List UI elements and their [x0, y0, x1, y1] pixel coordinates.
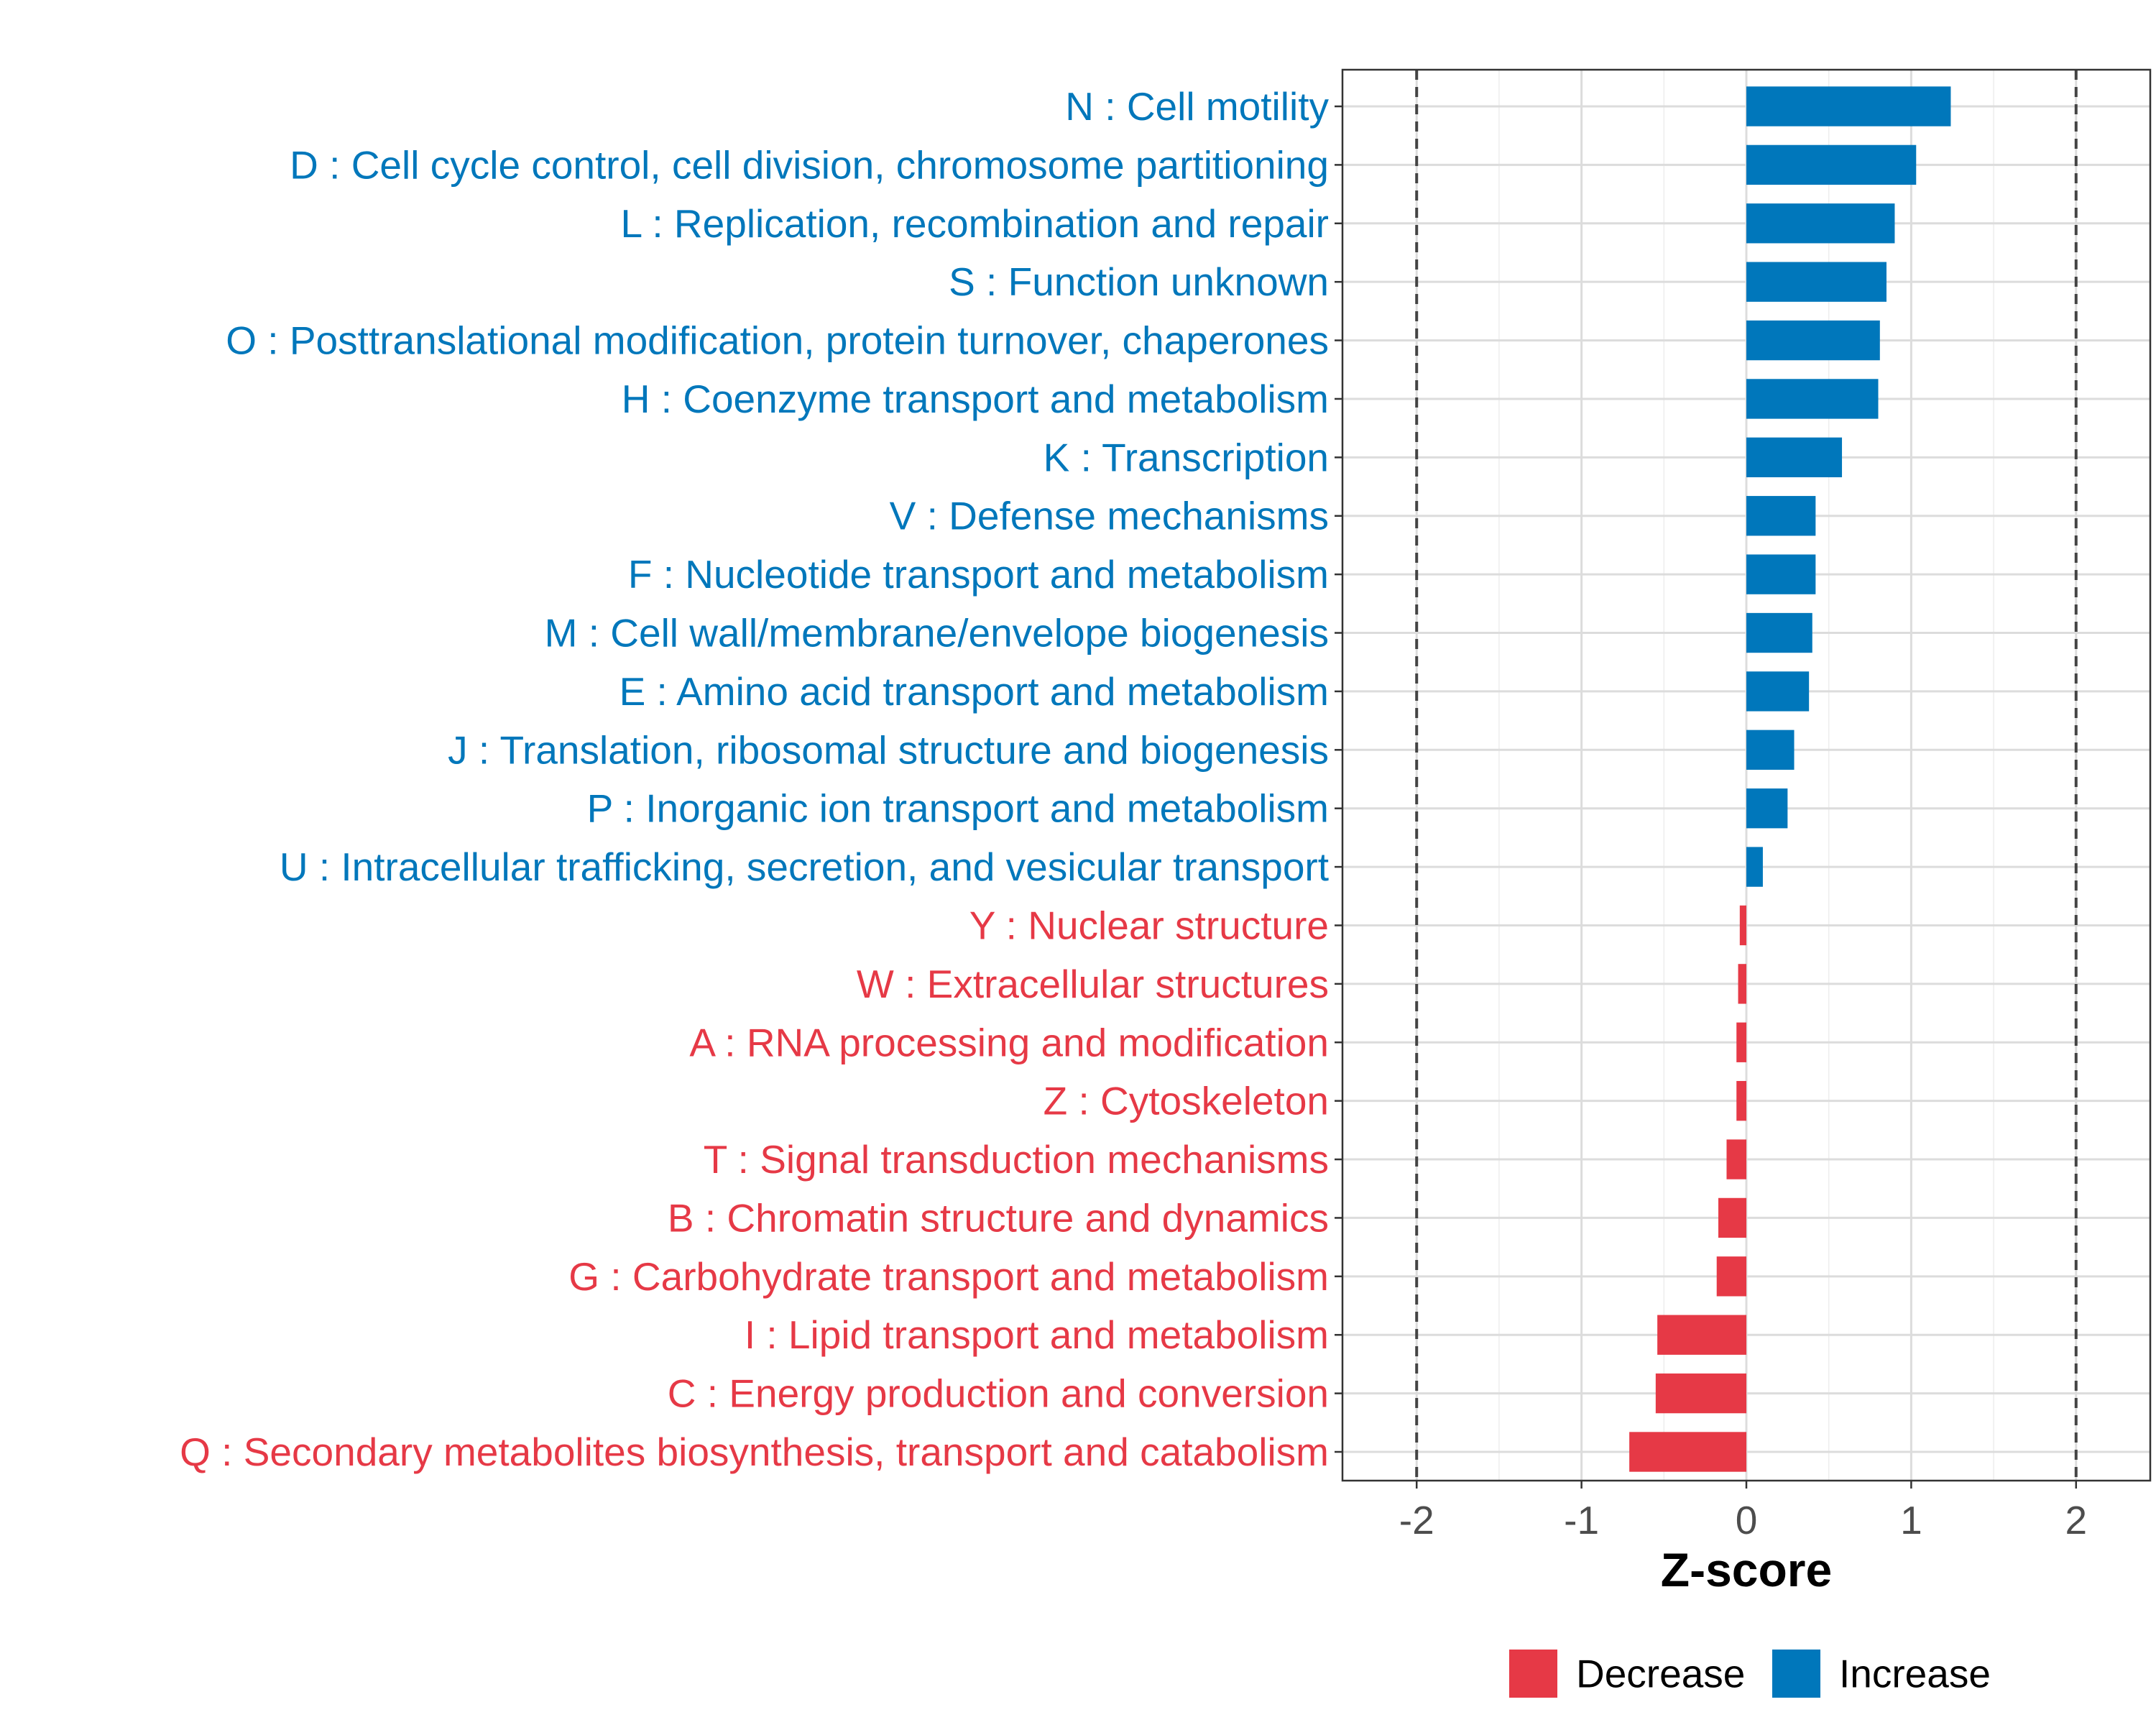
- reference-lines: [1415, 70, 2078, 1481]
- x-tick-label: 2: [2065, 1498, 2087, 1542]
- bars: [1629, 86, 1951, 1472]
- x-axis-ticks: -2 -1 0 1 2: [1399, 1481, 2087, 1542]
- bar: [1738, 964, 1746, 1004]
- category-label: V : Defense mechanisms: [890, 494, 1329, 538]
- category-label: L : Replication, recombination and repai…: [621, 201, 1329, 246]
- x-tick-label: 0: [1736, 1498, 1758, 1542]
- bar: [1746, 612, 1812, 653]
- bar: [1746, 496, 1816, 536]
- bar: [1736, 1022, 1746, 1062]
- bar: [1746, 379, 1879, 419]
- category-label: Q : Secondary metabolites biosynthesis, …: [180, 1430, 1329, 1474]
- legend-key: [1509, 1650, 1557, 1698]
- bar: [1726, 1139, 1746, 1179]
- y-axis-ticks: [1335, 105, 1342, 1453]
- bar: [1746, 203, 1895, 244]
- category-label: K : Transcription: [1044, 435, 1329, 479]
- category-label: P : Inorganic ion transport and metaboli…: [587, 786, 1329, 831]
- bar: [1746, 144, 1917, 185]
- category-label: H : Coenzyme transport and metabolism: [622, 377, 1329, 421]
- bar: [1736, 1080, 1746, 1121]
- category-label: Y : Nuclear structure: [969, 903, 1329, 947]
- category-label: D : Cell cycle control, cell division, c…: [290, 142, 1329, 187]
- y-axis-labels: N : Cell motility D : Cell cycle control,…: [180, 84, 1329, 1474]
- category-label: O : Posttranslational modification, prot…: [226, 318, 1329, 363]
- bar: [1746, 554, 1816, 594]
- category-label: Z : Cytoskeleton: [1044, 1079, 1329, 1123]
- x-tick-label: 1: [1900, 1498, 1922, 1542]
- legend-label: Increase: [1839, 1652, 1991, 1696]
- bar: [1746, 262, 1886, 302]
- bar: [1657, 1315, 1746, 1355]
- category-label: U : Intracellular trafficking, secretion…: [280, 845, 1329, 889]
- bar: [1739, 905, 1746, 946]
- category-label: C : Energy production and conversion: [668, 1371, 1329, 1416]
- bar: [1746, 671, 1810, 712]
- category-label: M : Cell wall/membrane/envelope biogenes…: [545, 611, 1329, 656]
- legend-key: [1772, 1650, 1820, 1698]
- x-tick-label: -2: [1399, 1498, 1434, 1542]
- bar: [1629, 1432, 1746, 1472]
- legend-label: Decrease: [1576, 1652, 1745, 1696]
- category-label: S : Function unknown: [949, 259, 1329, 304]
- bar: [1746, 730, 1795, 770]
- bar: [1718, 1197, 1746, 1238]
- category-label: W : Extracellular structures: [857, 962, 1329, 1006]
- category-label: G : Carbohydrate transport and metabolis…: [568, 1254, 1329, 1299]
- bar: [1716, 1256, 1746, 1297]
- category-label: J : Translation, ribosomal structure and…: [448, 727, 1329, 772]
- bar: [1655, 1373, 1746, 1414]
- category-label: I : Lipid transport and metabolism: [745, 1312, 1329, 1357]
- bar: [1746, 788, 1788, 829]
- category-label: B : Chromatin structure and dynamics: [668, 1195, 1329, 1240]
- category-label: T : Signal transduction mechanisms: [704, 1137, 1329, 1182]
- x-tick-label: -1: [1564, 1498, 1599, 1542]
- category-label: E : Amino acid transport and metabolism: [619, 669, 1329, 714]
- category-label: F : Nucleotide transport and metabolism: [628, 552, 1329, 597]
- bar: [1746, 320, 1880, 361]
- legend: Decrease Increase: [1509, 1650, 1991, 1698]
- x-axis-title: Z-score: [1661, 1543, 1832, 1596]
- category-label: A : RNA processing and modification: [689, 1020, 1329, 1064]
- bar: [1746, 437, 1843, 478]
- bar: [1746, 86, 1951, 126]
- category-label: N : Cell motility: [1065, 84, 1329, 129]
- bar: [1746, 847, 1763, 887]
